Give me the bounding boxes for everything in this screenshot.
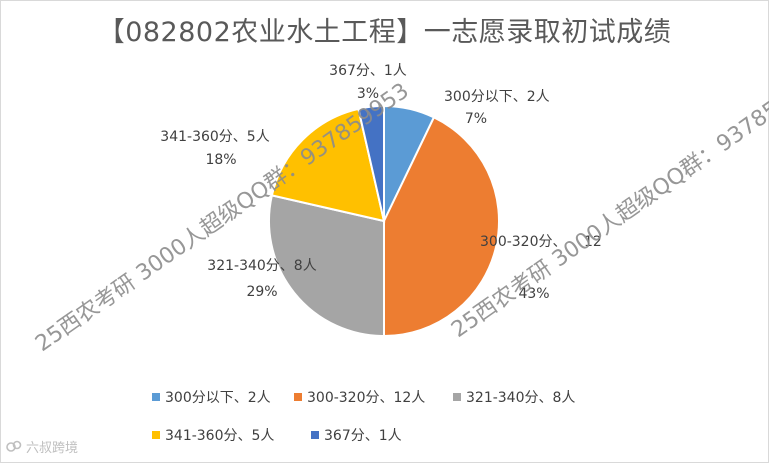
data-label-321-340-pct: 29% <box>246 284 277 300</box>
pie-slice-1 <box>383 116 500 338</box>
pie-slice-2 <box>267 194 385 338</box>
legend-label-300-320: 300-320分、12人 <box>307 390 425 406</box>
chart-title: 【082802农业水土工程】一志愿录取初试成绩 <box>97 17 672 48</box>
data-label-341-360: 341-360分、5人 <box>160 129 269 145</box>
data-labels: 300分以下、2人 7% 300-320分、 12 43% 321-340分、8… <box>160 63 602 302</box>
logo-text: 六叔跨境 <box>26 440 79 456</box>
logo-icon <box>6 439 22 453</box>
legend-label-300-below: 300分以下、2人 <box>165 390 271 406</box>
legend-label-321-340: 321-340分、8人 <box>466 390 575 406</box>
legend-swatch-300-below <box>152 393 160 401</box>
pie-slice-4 <box>357 104 385 222</box>
data-label-300-below-pct: 7% <box>465 111 487 127</box>
pie-slice-3 <box>270 107 386 223</box>
brand-logo: 六叔跨境 <box>6 436 78 456</box>
legend-label-341-360: 341-360分、5人 <box>165 428 274 444</box>
pie-slices <box>267 104 500 338</box>
data-label-321-340: 321-340分、8人 <box>207 258 316 274</box>
legend-label-367: 367分、1人 <box>324 428 402 444</box>
legend-swatch-341-360 <box>152 431 160 439</box>
legend-swatch-367 <box>311 431 319 439</box>
legend-swatch-321-340 <box>453 393 461 401</box>
legend-swatch-300-320 <box>294 393 302 401</box>
data-label-341-360-pct: 18% <box>205 152 236 168</box>
data-label-300-below: 300分以下、2人 <box>444 89 550 105</box>
data-label-367-pct: 3% <box>357 86 379 102</box>
data-label-300-320-pct: 43% <box>518 286 549 302</box>
data-label-300-320: 300-320分、 <box>480 234 567 250</box>
data-label-300-320-extra: 12 <box>584 234 602 250</box>
legend: 300分以下、2人 300-320分、12人 321-340分、8人 341-3… <box>152 390 575 444</box>
data-label-367: 367分、1人 <box>329 63 407 79</box>
